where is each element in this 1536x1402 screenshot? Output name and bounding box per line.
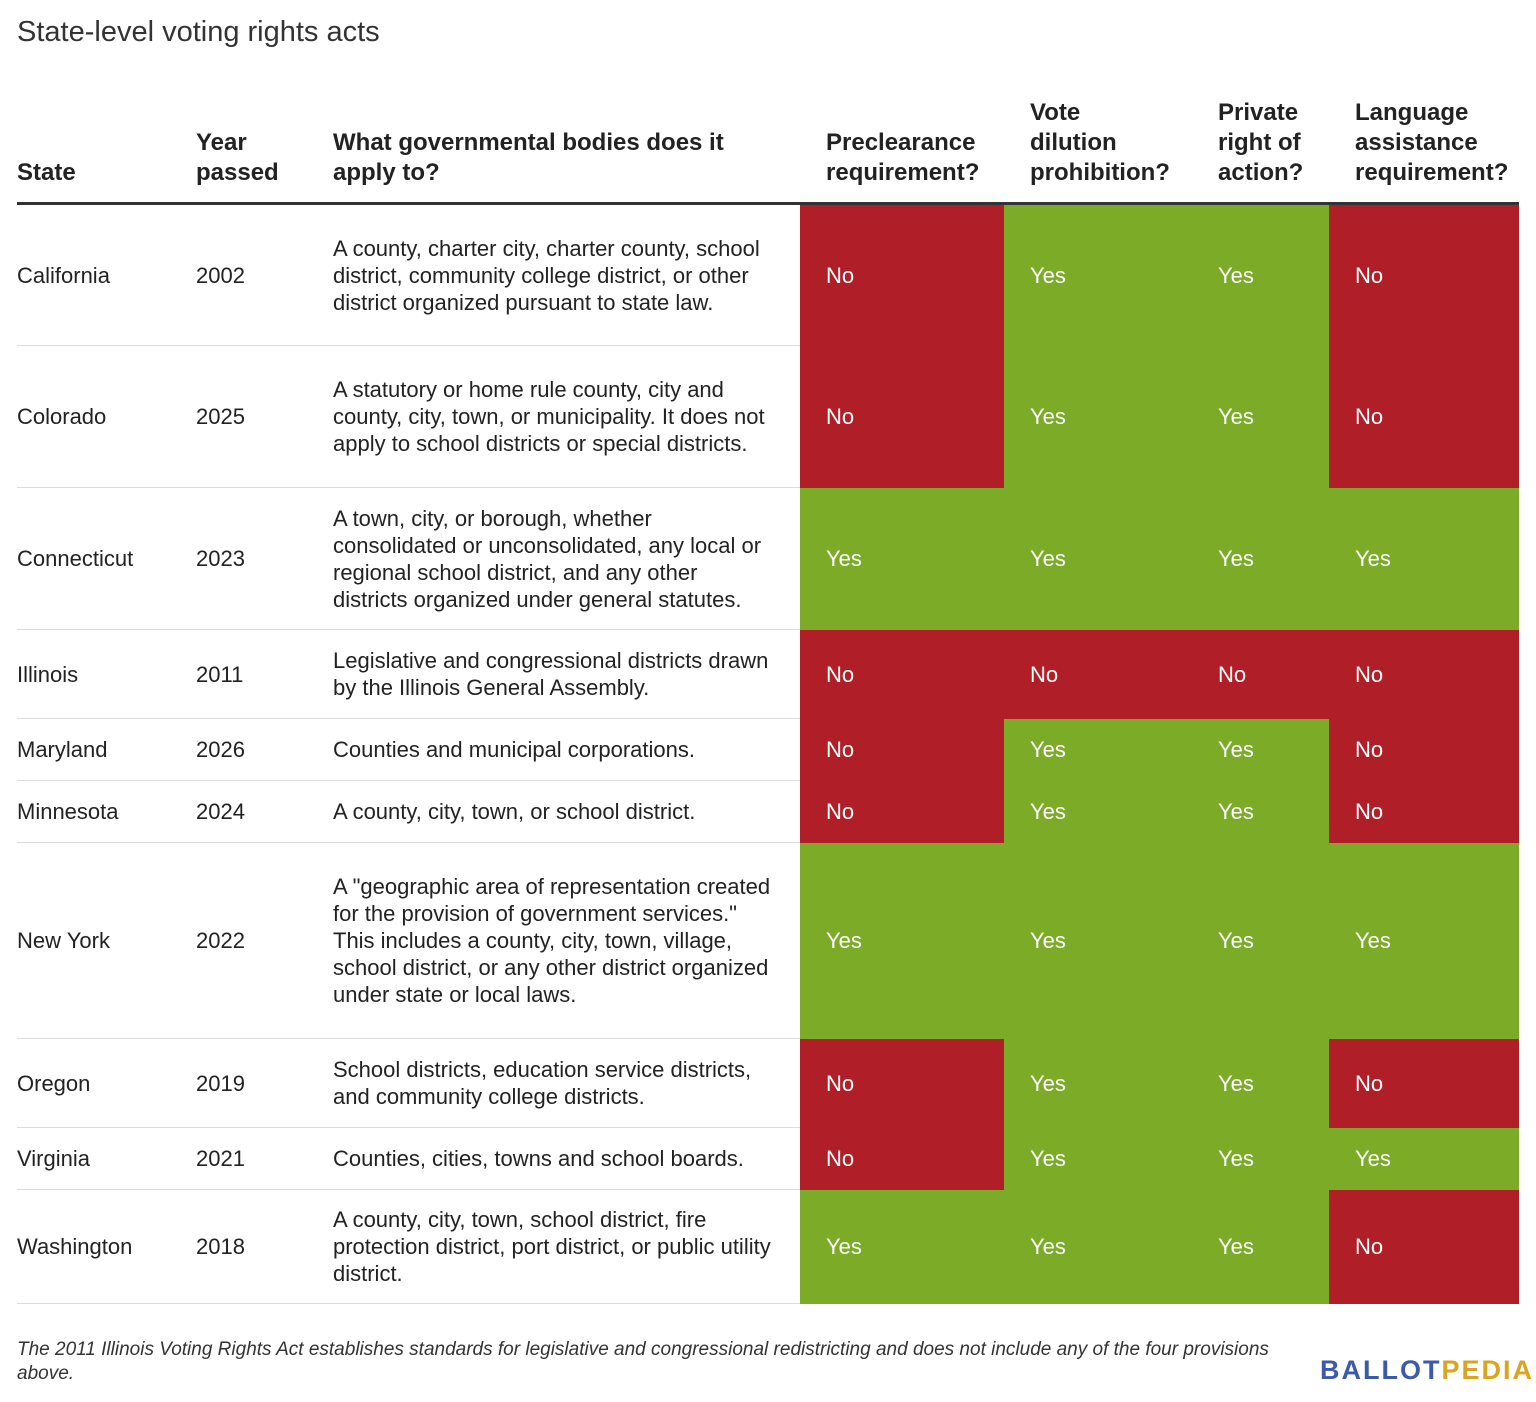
logo-part-ballot: BALLOT — [1320, 1355, 1442, 1385]
cell-language: Yes — [1329, 487, 1519, 630]
cell-preclearance: No — [800, 345, 1004, 488]
cell-state: Washington — [17, 1189, 196, 1304]
footnote: The 2011 Illinois Voting Rights Act esta… — [17, 1339, 1269, 1384]
cell-language: Yes — [1329, 1127, 1519, 1190]
cell-dilution: Yes — [1004, 345, 1192, 488]
table-row: Illinois 2011 Legislative and congressiona… — [17, 629, 1519, 719]
cell-private-action: Yes — [1192, 345, 1329, 488]
cell-private-action: Yes — [1192, 842, 1329, 1039]
cell-private-action: Yes — [1192, 780, 1329, 843]
cell-dilution: Yes — [1004, 203, 1192, 346]
logo-part-pedia: PEDIA — [1441, 1355, 1535, 1385]
cell-bodies: A county, city, town, or school district… — [333, 780, 800, 843]
table-row: Washington 2018 A county, city, town, scho… — [17, 1189, 1519, 1304]
cell-dilution: Yes — [1004, 1127, 1192, 1190]
table-body: California 2002 A county, charter city, ch… — [17, 203, 1519, 1304]
header-bodies: What governmental bodies does it apply t… — [333, 92, 800, 205]
chart-title: State-level voting rights acts — [17, 16, 380, 48]
voting-rights-table: State Year passed What governmental bodi… — [17, 92, 1519, 1304]
table-row: Oregon 2019 School districts, education se… — [17, 1038, 1519, 1128]
cell-bodies: A town, city, or borough, whether consol… — [333, 487, 800, 630]
cell-language: No — [1329, 1189, 1519, 1304]
cell-state: Illinois — [17, 629, 196, 719]
cell-dilution: Yes — [1004, 1189, 1192, 1304]
cell-year: 2002 — [196, 203, 333, 346]
cell-dilution: Yes — [1004, 842, 1192, 1039]
cell-state: Colorado — [17, 345, 196, 488]
header-dilution: Vote dilution prohibition? — [1004, 92, 1192, 205]
cell-preclearance: Yes — [800, 842, 1004, 1039]
cell-bodies: Counties and municipal corporations. — [333, 718, 800, 781]
cell-year: 2011 — [196, 629, 333, 719]
cell-year: 2018 — [196, 1189, 333, 1304]
cell-year: 2024 — [196, 780, 333, 843]
cell-bodies: A county, city, town, school district, f… — [333, 1189, 800, 1304]
cell-private-action: No — [1192, 629, 1329, 719]
cell-year: 2022 — [196, 842, 333, 1039]
table-row: Connecticut 2023 A town, city, or borough,… — [17, 487, 1519, 630]
cell-language: No — [1329, 345, 1519, 488]
cell-year: 2026 — [196, 718, 333, 781]
cell-state: Maryland — [17, 718, 196, 781]
cell-preclearance: Yes — [800, 1189, 1004, 1304]
cell-preclearance: No — [800, 780, 1004, 843]
cell-private-action: Yes — [1192, 1127, 1329, 1190]
cell-bodies: A "geographic area of representation cre… — [333, 842, 800, 1039]
table-row: California 2002 A county, charter city, ch… — [17, 203, 1519, 346]
table-row: Maryland 2026 Counties and municipal corpo… — [17, 718, 1519, 781]
cell-private-action: Yes — [1192, 1189, 1329, 1304]
cell-bodies: A statutory or home rule county, city an… — [333, 345, 800, 488]
cell-preclearance: No — [800, 718, 1004, 781]
cell-state: California — [17, 203, 196, 346]
cell-year: 2021 — [196, 1127, 333, 1190]
cell-bodies: A county, charter city, charter county, … — [333, 203, 800, 346]
cell-language: No — [1329, 629, 1519, 719]
cell-state: Connecticut — [17, 487, 196, 630]
cell-state: New York — [17, 842, 196, 1039]
cell-language: Yes — [1329, 842, 1519, 1039]
cell-bodies: School districts, education service dist… — [333, 1038, 800, 1128]
cell-language: No — [1329, 718, 1519, 781]
header-private-action: Private right of action? — [1192, 92, 1329, 205]
cell-year: 2025 — [196, 345, 333, 488]
cell-preclearance: No — [800, 1038, 1004, 1128]
cell-language: No — [1329, 780, 1519, 843]
cell-private-action: Yes — [1192, 718, 1329, 781]
cell-year: 2019 — [196, 1038, 333, 1128]
header-row: State Year passed What governmental bodi… — [17, 92, 1519, 205]
cell-state: Virginia — [17, 1127, 196, 1190]
table-row: Virginia 2021 Counties, cities, towns and … — [17, 1127, 1519, 1190]
header-year: Year passed — [196, 92, 333, 205]
cell-dilution: Yes — [1004, 780, 1192, 843]
table-row: New York 2022 A "geographic area of repres… — [17, 842, 1519, 1039]
cell-dilution: Yes — [1004, 718, 1192, 781]
cell-preclearance: No — [800, 1127, 1004, 1190]
header-state: State — [17, 92, 196, 205]
cell-language: No — [1329, 1038, 1519, 1128]
cell-dilution: Yes — [1004, 487, 1192, 630]
cell-dilution: No — [1004, 629, 1192, 719]
cell-bodies: Legislative and congressional districts … — [333, 629, 800, 719]
ballotpedia-logo: BALLOTPEDIA — [1320, 1355, 1534, 1386]
cell-dilution: Yes — [1004, 1038, 1192, 1128]
cell-private-action: Yes — [1192, 1038, 1329, 1128]
header-language: Language assistance requirement? — [1329, 92, 1519, 205]
cell-private-action: Yes — [1192, 203, 1329, 346]
cell-state: Oregon — [17, 1038, 196, 1128]
header-preclearance: Preclearance requirement? — [800, 92, 1004, 205]
cell-preclearance: No — [800, 203, 1004, 346]
cell-state: Minnesota — [17, 780, 196, 843]
table-row: Colorado 2025 A statutory or home rule cou… — [17, 345, 1519, 488]
cell-year: 2023 — [196, 487, 333, 630]
cell-language: No — [1329, 203, 1519, 346]
cell-bodies: Counties, cities, towns and school board… — [333, 1127, 800, 1190]
table-row: Minnesota 2024 A county, city, town, or sc… — [17, 780, 1519, 843]
cell-private-action: Yes — [1192, 487, 1329, 630]
cell-preclearance: No — [800, 629, 1004, 719]
cell-preclearance: Yes — [800, 487, 1004, 630]
